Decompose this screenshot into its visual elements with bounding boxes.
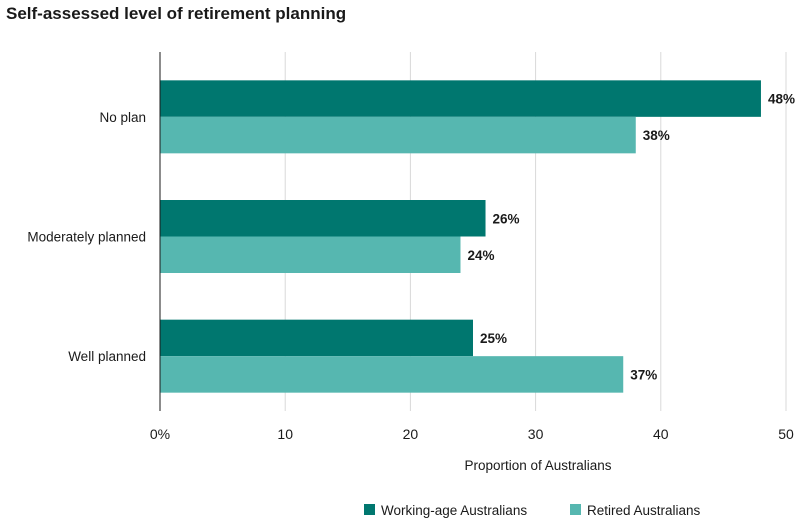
x-tick-label: 30 [528,426,544,442]
x-axis-title: Proportion of Australians [464,458,611,473]
x-tick-label: 0% [150,426,170,442]
bar-retired [160,116,636,154]
bar-working-age [160,80,761,117]
legend-swatch [570,504,581,515]
value-label: 26% [493,211,520,226]
category-label: Moderately planned [27,230,146,245]
value-label: 24% [467,248,494,263]
category-label: No plan [99,110,146,125]
x-tick-label: 10 [277,426,293,442]
x-tick-label: 50 [778,426,794,442]
bar-working-age [160,200,486,237]
value-label: 25% [480,331,507,346]
legend-label: Retired Australians [587,503,701,518]
category-label: Well planned [68,349,146,364]
x-tick-label: 20 [403,426,419,442]
chart-title: Self-assessed level of retirement planni… [6,4,347,23]
legend-swatch [364,504,375,515]
value-label: 37% [630,367,657,382]
legend-label: Working-age Australians [381,503,527,518]
bar-retired [160,356,624,393]
value-label: 48% [768,92,795,107]
bar-working-age [160,319,473,357]
x-tick-label: 40 [653,426,669,442]
bar-retired [160,236,461,273]
value-label: 38% [643,128,670,143]
bars [160,80,761,393]
legend: Working-age Australians Retired Australia… [364,503,701,518]
labels: 0% 10 20 30 40 50 No plan 48% 38% Moderately plan… [27,92,795,442]
